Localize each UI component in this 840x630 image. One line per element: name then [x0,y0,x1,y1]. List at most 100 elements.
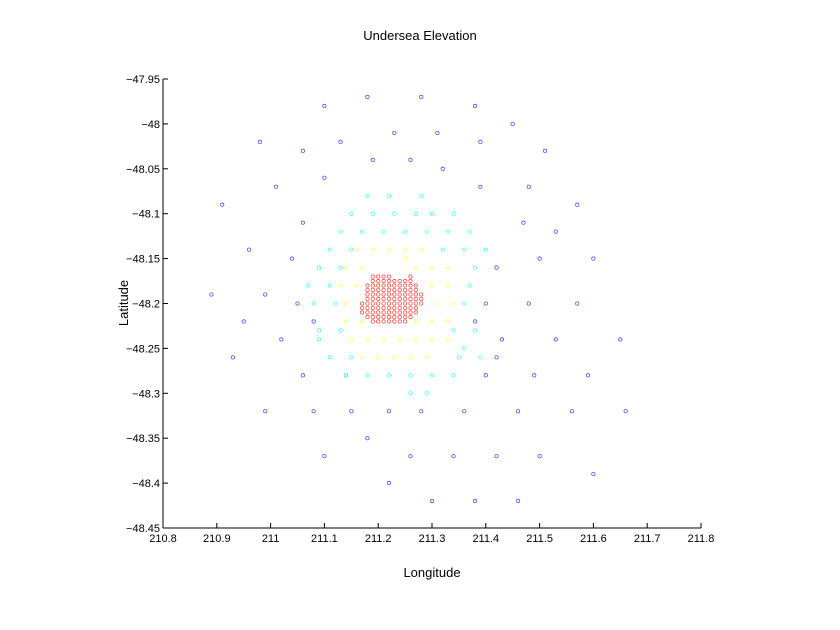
data-point [403,310,408,315]
data-point [403,278,408,284]
data-point [553,229,558,234]
data-point [365,305,370,311]
data-point [386,247,392,252]
data-point [381,292,386,297]
y-ticks: −47.95 −48 −48.05 −48.1 −48.15 −48.2 −48.25 −48… [126,74,168,535]
x-tick-label: 211.8 [688,533,715,545]
data-point [386,310,392,315]
data-point [376,287,381,293]
data-point [386,409,392,414]
data-point [376,355,381,360]
y-tick-label: −48.15 [126,254,160,266]
data-point [435,130,440,135]
data-point [386,481,392,486]
data-point [403,296,408,302]
data-point [365,296,370,302]
data-point [360,319,365,324]
data-point [381,310,386,315]
data-point [537,256,542,261]
data-point [376,296,381,302]
data-point [429,265,435,270]
chart-title: Undersea Elevation [363,28,476,43]
x-tick-label: 211.6 [580,533,607,545]
data-point [316,265,322,270]
data-point [451,301,456,306]
data-point [386,193,392,198]
data-point [370,305,375,311]
data-point [365,301,370,306]
data-point [322,175,327,180]
data-point [397,287,402,293]
data-point [360,265,365,270]
data-point [376,283,381,288]
data-point [440,247,445,252]
data-point [386,373,392,378]
data-point [338,139,343,144]
data-point [440,166,445,171]
x-tick-label: 211.3 [419,533,446,545]
data-point [370,287,375,293]
data-point [306,283,311,288]
data-point [365,436,370,441]
y-tick-label: −48.45 [126,523,160,535]
data-point [392,305,397,311]
data-point [408,157,413,162]
data-point [408,355,413,360]
data-point [343,373,348,378]
data-point [354,283,359,288]
data-point [478,139,483,144]
data-point [419,296,424,302]
data-point [300,373,305,378]
data-point [462,247,467,252]
data-point [397,296,402,302]
data-point [413,265,418,270]
data-point [376,301,381,306]
data-point [429,499,435,504]
data-point [376,292,381,297]
data-point [397,301,402,306]
data-point [413,337,418,342]
data-point [419,94,424,100]
y-tick-label: −48.35 [126,433,160,445]
data-point [376,274,381,279]
data-point [273,184,279,189]
data-point [408,292,413,297]
data-point [386,287,392,293]
data-point [360,310,365,315]
data-point [429,211,435,216]
data-point [209,292,214,297]
data-point [537,454,542,459]
data-point [220,202,225,207]
data-point [429,373,435,378]
data-point [397,283,402,288]
data-point [392,292,397,297]
data-point [483,301,488,306]
data-point [408,373,413,378]
data-point [403,292,408,297]
data-point [585,373,591,378]
data-point [403,256,408,261]
data-point [381,283,386,288]
data-point [413,310,418,315]
data-point [386,301,392,306]
data-point [591,472,596,477]
data-point [467,283,472,288]
data-point [413,296,418,302]
data-point [381,287,386,293]
data-point [300,148,305,153]
data-point [472,103,478,108]
data-point [403,314,408,320]
data-point [446,265,451,270]
data-point [370,296,375,302]
data-point [349,409,354,414]
data-point [516,409,521,414]
y-tick-label: −47.95 [126,74,160,86]
data-point [343,265,348,270]
data-point [483,247,488,252]
data-point [478,184,483,189]
data-point [311,409,316,414]
data-point [397,292,402,297]
data-point [483,373,488,378]
data-point [327,355,332,360]
